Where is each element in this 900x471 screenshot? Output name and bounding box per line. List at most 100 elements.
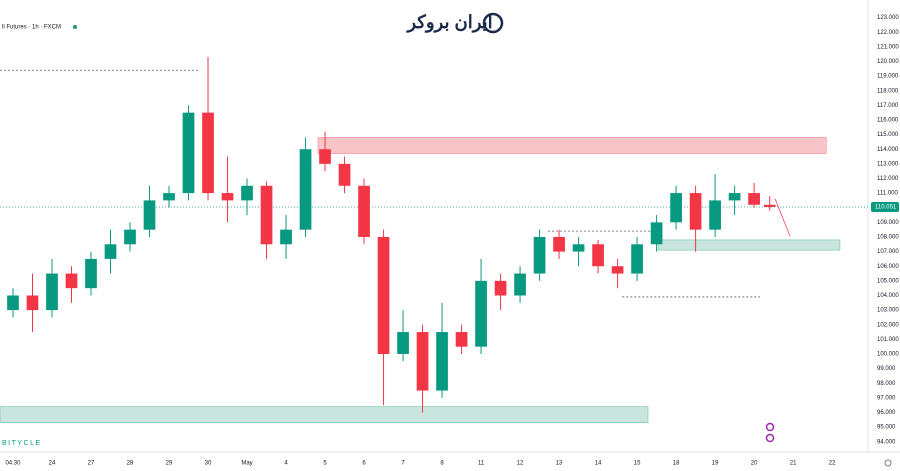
x-tick-label: 24 (49, 461, 56, 467)
y-tick-label: 108.000 (877, 235, 899, 241)
x-tick-label: 19 (712, 461, 719, 467)
x-tick-label: 6 (362, 461, 366, 467)
x-tick-label: 29 (166, 461, 173, 467)
y-tick-label: 115.000 (877, 132, 899, 138)
status-dot (73, 25, 77, 29)
projection-arrow (774, 198, 791, 237)
candle-body (650, 222, 663, 245)
candle-body (241, 185, 253, 201)
y-tick-label: 101.000 (877, 337, 899, 343)
candle-body (689, 193, 702, 230)
y-tick-label: 107.000 (877, 249, 899, 255)
candle-body (611, 266, 624, 274)
y-tick-label: 104.000 (877, 293, 899, 299)
y-tick-label: 116.000 (877, 118, 899, 124)
candle-body (143, 200, 156, 230)
candle-body (397, 332, 409, 354)
candle-body (592, 244, 604, 267)
candle-body (436, 332, 448, 391)
y-tick-label: 109.000 (877, 220, 899, 226)
y-tick-label: 119.000 (877, 74, 899, 80)
zone (0, 406, 649, 424)
logo-icon (482, 12, 504, 34)
candle-body (494, 280, 507, 296)
y-tick-label: 99.000 (877, 366, 896, 372)
y-tick-label: 123.000 (877, 15, 899, 21)
y-tick-label: 105.000 (877, 278, 899, 284)
zone (657, 239, 841, 251)
event-icon (765, 422, 775, 432)
x-tick-label: 18 (673, 461, 680, 467)
candle-body (280, 229, 292, 245)
y-tick-label: 117.000 (877, 103, 899, 109)
y-tick-label: 102.000 (877, 322, 899, 328)
candle-body (65, 273, 78, 289)
x-tick-label: 04:30 (5, 461, 21, 467)
candle-body (338, 163, 351, 186)
y-tick-label: 97.000 (877, 395, 896, 401)
candle-body (221, 193, 234, 201)
zone (317, 137, 827, 154)
candle-body (416, 332, 429, 391)
x-tick-label: 22 (829, 461, 836, 467)
x-tick-label: 15 (634, 461, 641, 467)
y-tick-label: 122.000 (877, 30, 899, 36)
candle-body (728, 193, 741, 201)
y-tick-label: 103.000 (877, 308, 899, 314)
x-tick-label: 8 (440, 461, 444, 467)
x-tick-label: 30 (205, 461, 212, 467)
candle-body (572, 244, 585, 252)
candle-body (124, 229, 136, 245)
y-tick-label: 100.000 (877, 352, 899, 358)
settings-icon[interactable] (884, 459, 892, 467)
y-tick-label: 118.000 (877, 88, 899, 94)
y-tick-label: 112.000 (877, 176, 899, 182)
candle-body (182, 112, 195, 194)
candle-body (163, 193, 175, 201)
x-tick-label: 14 (595, 461, 602, 467)
candle-body (319, 149, 331, 164)
candle-body (299, 149, 312, 230)
y-tick-label: 98.000 (877, 381, 896, 387)
y-tick-label: 95.000 (877, 425, 896, 431)
candle-body (533, 236, 546, 274)
candle-body (85, 258, 97, 289)
event-icon (765, 433, 775, 443)
candle-body (26, 295, 39, 311)
y-tick-label: 121.000 (877, 44, 899, 50)
y-tick-label: 96.000 (877, 410, 896, 416)
x-tick-label: 7 (401, 461, 405, 467)
candle-body (455, 332, 468, 347)
x-tick-label: 27 (88, 461, 95, 467)
x-tick-label: 21 (790, 461, 797, 467)
candle-body (514, 273, 526, 296)
candle-body (260, 185, 273, 245)
x-tick-label: 4 (284, 461, 288, 467)
last-price-label: 110.051 (875, 205, 897, 211)
y-tick-label: 114.000 (877, 147, 899, 153)
candle-body (670, 193, 682, 223)
logo-text: ایران بروکر (405, 12, 492, 33)
y-tick-label: 94.000 (877, 439, 896, 445)
candle-body (46, 273, 58, 311)
y-tick-label: 111.000 (877, 191, 898, 197)
candle-body (104, 244, 117, 259)
x-tick-label: 13 (556, 461, 563, 467)
candle-body (377, 236, 390, 354)
candle-body (7, 295, 19, 311)
chart-title: ll Futures · 1h · FXCM (2, 25, 61, 31)
watermark: BITYCLE (2, 440, 42, 447)
candle-body (709, 200, 721, 230)
candle-body (763, 204, 776, 207)
y-tick-label: 106.000 (877, 264, 899, 270)
x-tick-label: 11 (478, 461, 485, 467)
x-tick-label: 28 (127, 461, 134, 467)
candle-body (475, 280, 487, 347)
y-tick-label: 113.000 (877, 161, 899, 167)
candle-body (202, 112, 214, 194)
candle-body (358, 185, 370, 237)
y-tick-label: 120.000 (877, 59, 899, 65)
last-price-tag (871, 201, 899, 212)
candle-body (748, 193, 760, 205)
